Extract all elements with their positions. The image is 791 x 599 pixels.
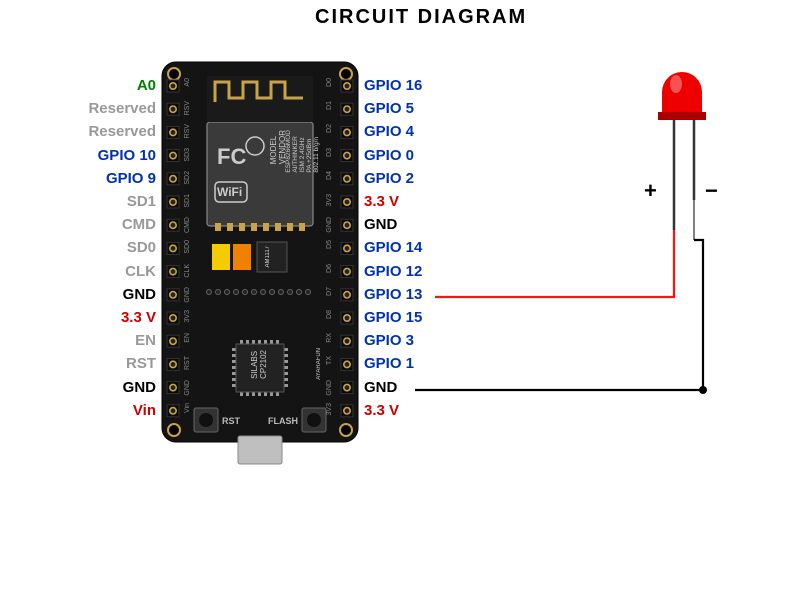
right-pin-7: GPIO 14: [364, 239, 422, 256]
mfr-text: AYARAFUN: [316, 348, 322, 380]
left-pin-0: A0: [137, 77, 156, 94]
right-pin-6: GND: [364, 216, 397, 233]
left-pin-8: CLK: [125, 263, 156, 280]
right-pin-5: 3.3 V: [364, 193, 399, 210]
right-pin-14: 3.3 V: [364, 402, 399, 419]
left-pin-13: GND: [123, 379, 156, 396]
left-pin-10: 3.3 V: [121, 309, 156, 326]
rst-button-label: RST: [222, 416, 240, 426]
wire-anode: [435, 230, 674, 297]
polarity-plus: +: [644, 178, 657, 204]
right-pin-13: GND: [364, 379, 397, 396]
left-pin-12: RST: [126, 355, 156, 372]
led: [658, 72, 706, 230]
left-pin-2: Reserved: [88, 123, 156, 140]
right-pin-8: GPIO 12: [364, 263, 422, 280]
right-pin-3: GPIO 0: [364, 147, 414, 164]
right-pin-1: GPIO 5: [364, 100, 414, 117]
right-pin-11: GPIO 3: [364, 332, 414, 349]
regulator-text: AM1117: [265, 246, 271, 267]
left-pin-14: Vin: [133, 402, 156, 419]
left-pin-1: Reserved: [88, 100, 156, 117]
left-pin-7: SD0: [127, 239, 156, 256]
left-pin-3: GPIO 10: [98, 147, 156, 164]
usb-connector: [238, 436, 282, 464]
right-pin-4: GPIO 2: [364, 170, 414, 187]
right-pin-10: GPIO 15: [364, 309, 422, 326]
left-pin-9: GND: [123, 286, 156, 303]
polarity-minus: −: [705, 178, 718, 204]
svg-text:WiFi: WiFi: [217, 185, 242, 199]
right-pin-0: GPIO 16: [364, 77, 422, 94]
reset-button: [194, 408, 218, 432]
left-pin-6: CMD: [122, 216, 156, 233]
flash-button-label: FLASH: [268, 416, 298, 426]
right-pin-9: GPIO 13: [364, 286, 422, 303]
wire-gnd: [415, 240, 703, 390]
left-pin-4: GPIO 9: [106, 170, 156, 187]
left-pin-header: [167, 80, 179, 417]
right-pin-2: GPIO 4: [364, 123, 414, 140]
right-pin-12: GPIO 1: [364, 355, 414, 372]
junction-dot: [699, 386, 707, 394]
esp-details-text: ESP8266MODAI/THINKERISM 2.4GHzPA +25dBm8…: [285, 130, 320, 173]
svg-text:FC: FC: [217, 144, 246, 169]
left-pin-11: EN: [135, 332, 156, 349]
right-pin-header: [341, 80, 353, 417]
left-pin-5: SD1: [127, 193, 156, 210]
usb-chip-text: SILABSCP2102: [250, 350, 268, 379]
regulator-block: [212, 242, 287, 272]
flash-button: [302, 408, 326, 432]
